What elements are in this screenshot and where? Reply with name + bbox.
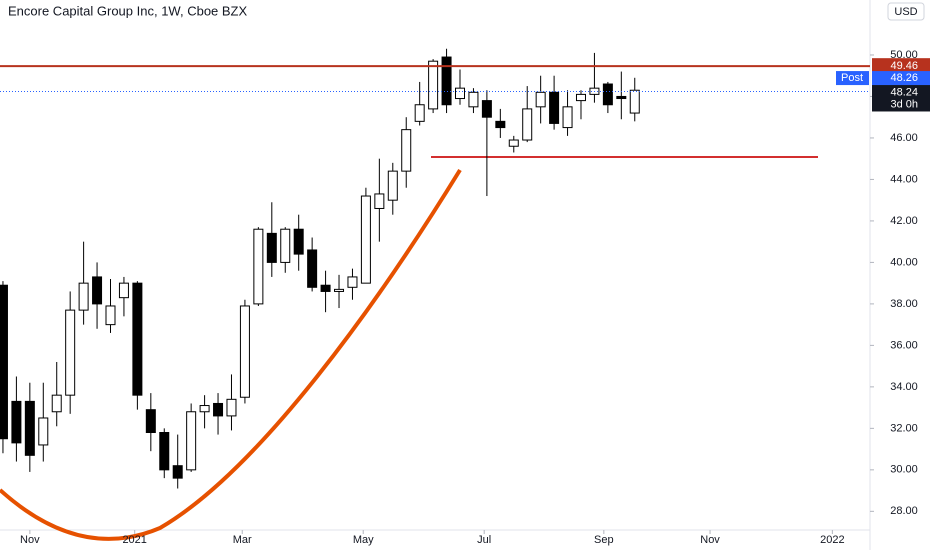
- candle-body: [239, 305, 250, 398]
- candle-body: [549, 91, 560, 124]
- candle-body: [132, 282, 143, 396]
- y-tick-label: 36.00: [890, 339, 918, 351]
- candle-body: [535, 91, 546, 108]
- price-line-label: 49.46: [890, 60, 918, 72]
- y-tick-label: 40.00: [890, 256, 918, 268]
- candle-body: [562, 106, 573, 129]
- candle-body: [508, 139, 519, 147]
- candle-body: [186, 411, 197, 471]
- candle-body: [360, 195, 371, 284]
- candle-body: [522, 108, 533, 141]
- candle-body: [213, 402, 224, 417]
- candle-body: [266, 232, 277, 263]
- x-tick-label: Nov: [700, 534, 720, 546]
- candle-body: [602, 83, 613, 106]
- candle-body: [253, 228, 264, 305]
- x-tick-label: Nov: [20, 534, 40, 546]
- candle-body: [387, 170, 398, 201]
- candle-body: [347, 276, 358, 288]
- x-tick-label: Jul: [477, 534, 491, 546]
- y-tick-label: 32.00: [890, 422, 918, 434]
- candle-body: [65, 309, 76, 396]
- candle-body: [293, 228, 304, 255]
- candle-body: [0, 284, 8, 440]
- y-tick-label: 38.00: [890, 298, 918, 310]
- chart-title: Encore Capital Group Inc, 1W, Cboe BZX: [8, 3, 247, 18]
- candle-body: [145, 409, 156, 434]
- candle-body: [468, 91, 479, 108]
- price-line-badge: [872, 58, 930, 75]
- candle-body: [334, 288, 345, 292]
- y-tick-label: 28.00: [890, 505, 918, 517]
- candle-body: [24, 400, 35, 456]
- candle-body: [374, 193, 385, 209]
- last-price-badge: [872, 83, 930, 112]
- y-tick-label: 42.00: [890, 215, 918, 227]
- plot: [0, 48, 640, 489]
- candle-body: [481, 100, 492, 118]
- candle-body: [414, 104, 425, 122]
- post-badge: [836, 71, 869, 86]
- candle-body: [78, 282, 89, 311]
- candle-body: [307, 249, 318, 288]
- currency: USD: [894, 6, 917, 18]
- candle-body: [38, 417, 49, 446]
- candle-body: [11, 400, 22, 444]
- trend-curve: [0, 168, 462, 541]
- candle-body: [51, 394, 62, 413]
- candle-body: [629, 89, 640, 114]
- candle-body: [199, 405, 210, 413]
- last-price-label: 48.24: [890, 86, 918, 98]
- candle-body: [172, 465, 183, 479]
- candle-body: [92, 276, 103, 305]
- candle-body: [455, 87, 466, 100]
- candle-body: [159, 432, 170, 471]
- post-name: Post: [841, 72, 863, 84]
- post-price-label: 48.26: [890, 72, 918, 84]
- countdown: 3d 0h: [890, 98, 918, 110]
- y-tick-label: 34.00: [890, 381, 918, 393]
- candle-body: [105, 305, 116, 326]
- currency-box[interactable]: [887, 2, 925, 21]
- x-tick-label: Sep: [594, 534, 614, 546]
- candle-body: [226, 398, 237, 417]
- post-price-badge: [872, 71, 930, 86]
- candle-body: [616, 95, 627, 100]
- candle-body: [428, 60, 439, 110]
- y-tick-label: 44.00: [890, 173, 918, 185]
- candle-body: [575, 93, 586, 102]
- x-tick-label: May: [353, 534, 374, 546]
- y-tick-label: 30.00: [890, 464, 918, 476]
- y-tick-label: 46.00: [890, 132, 918, 144]
- candle-body: [320, 284, 331, 292]
- candle-body: [118, 282, 129, 299]
- x-tick-label: 2021: [122, 534, 146, 546]
- candle-body: [401, 129, 412, 172]
- y-tick-label: 50.00: [890, 49, 918, 61]
- candle-body: [495, 120, 506, 129]
- candle-body: [441, 56, 452, 106]
- x-tick-label: 2022: [820, 534, 844, 546]
- x-tick-label: Mar: [233, 534, 252, 546]
- candle-body: [280, 228, 291, 263]
